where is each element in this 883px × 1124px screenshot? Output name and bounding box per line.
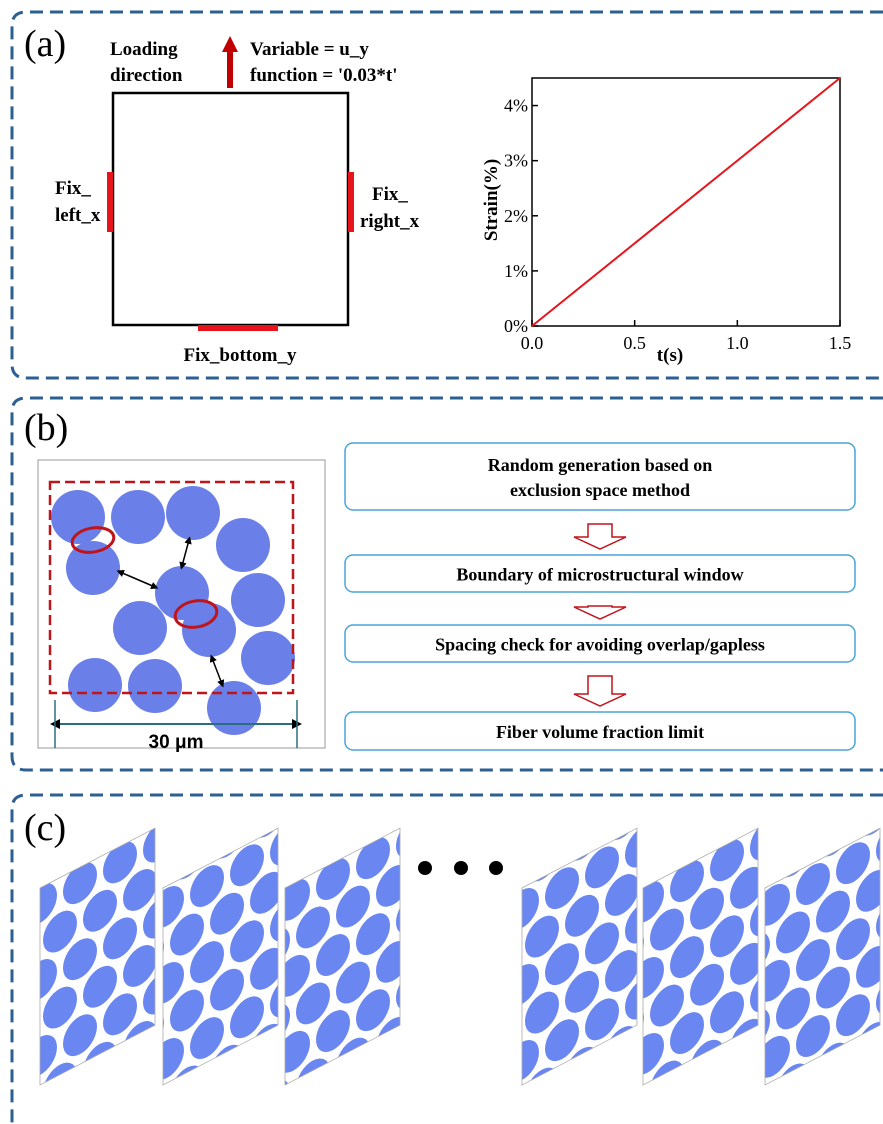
step-text: Spacing check for avoiding overlap/gaple… <box>435 635 765 655</box>
fiber <box>0 1049 17 1105</box>
flowchart: Random generation based on exclusion spac… <box>345 443 855 750</box>
figure: (a) Loading direction Variable = u_y fun… <box>0 0 883 1124</box>
flow-arrow <box>574 676 626 706</box>
fiber <box>876 815 883 871</box>
rve-fibers <box>716 766 883 1124</box>
label: Variable = u_y <box>250 39 369 60</box>
bc-right <box>348 172 354 232</box>
fiber <box>113 601 167 655</box>
fiber <box>416 989 450 1045</box>
fiber <box>730 784 764 840</box>
panel-label: (b) <box>24 407 68 449</box>
fiber <box>3 925 37 981</box>
x-tick-label: 1.0 <box>726 333 749 353</box>
y-tick-label: 0% <box>504 316 528 336</box>
x-tick-label: 1.5 <box>829 333 852 353</box>
x-tick-label: 0.5 <box>623 333 646 353</box>
flow-arrow <box>574 606 626 619</box>
fiber <box>182 603 236 657</box>
fiber <box>485 854 519 910</box>
fiber <box>150 1031 184 1087</box>
fiber <box>465 1054 499 1110</box>
rve-fibers <box>236 761 450 1124</box>
step-text: Fiber volume fraction limit <box>496 722 704 742</box>
panel-label: (c) <box>24 807 66 849</box>
step-text: Boundary of microstructural window <box>456 565 743 585</box>
fiber <box>645 770 679 826</box>
fiber <box>770 763 804 819</box>
fiber <box>110 1052 144 1108</box>
fiber <box>416 913 450 969</box>
line <box>532 78 840 326</box>
x-axis-label: t(s) <box>657 345 683 366</box>
fiber <box>270 817 304 873</box>
fiber <box>610 1074 644 1124</box>
fiber <box>750 812 784 868</box>
label: right_x <box>360 211 420 232</box>
fiber <box>485 1006 519 1062</box>
fiber <box>376 782 410 838</box>
bc-bottom <box>198 325 278 331</box>
fiber <box>0 897 17 953</box>
rve <box>716 766 883 1124</box>
fiber <box>207 681 261 735</box>
y-tick-label: 1% <box>504 261 528 281</box>
step-text: exclusion space method <box>510 480 690 500</box>
fiber <box>465 978 499 1034</box>
fiber <box>756 1029 790 1085</box>
fiber <box>3 849 37 905</box>
y-tick-label: 4% <box>504 96 528 116</box>
fiber <box>3 1077 37 1124</box>
ellipsis-dots <box>418 861 503 875</box>
y-tick-label: 3% <box>504 151 528 171</box>
rve <box>236 761 450 1124</box>
fiber <box>68 658 122 712</box>
scale-label: 30 μm <box>149 732 204 753</box>
step-text: Random generation based on <box>488 455 713 475</box>
y-tick-label: 2% <box>504 206 528 226</box>
x-tick-label: 0.0 <box>521 333 544 353</box>
y-axis-label: Strain(%) <box>481 159 502 241</box>
label: left_x <box>55 205 101 226</box>
label: Fix_ <box>55 178 91 199</box>
fiber <box>396 810 430 866</box>
label: function = '0.03*t' <box>250 65 398 86</box>
rve-samples <box>0 761 883 1124</box>
fiber <box>0 973 17 1029</box>
fiber <box>396 962 430 1018</box>
fiber <box>250 789 284 845</box>
fiber <box>163 765 197 821</box>
fibers <box>51 486 295 735</box>
fiber <box>485 1082 519 1124</box>
fiber <box>128 659 182 713</box>
flow-arrow <box>574 524 626 549</box>
fiber <box>3 1001 37 1057</box>
label: Fix_bottom_y <box>184 345 297 366</box>
bc-left <box>107 172 113 232</box>
fiber <box>130 1079 164 1124</box>
panel-label: (a) <box>24 23 66 65</box>
fiber <box>716 1050 750 1106</box>
fiber <box>241 631 295 685</box>
fiber <box>111 490 165 544</box>
label: Fix_ <box>372 184 408 205</box>
fiber <box>166 486 220 540</box>
fiber <box>216 518 270 572</box>
fiber <box>465 902 499 958</box>
fiber <box>51 490 105 544</box>
domain-square <box>113 93 348 325</box>
label: Loading <box>110 39 178 60</box>
fiber <box>231 573 285 627</box>
fiber <box>590 1047 624 1103</box>
fiber <box>625 819 659 875</box>
fiber <box>143 814 177 870</box>
load-arrow <box>222 36 238 88</box>
label: direction <box>110 65 183 86</box>
fiber <box>396 886 430 942</box>
fiber <box>236 1045 270 1101</box>
strain-chart: Strain(%) t(s) 0.0 0.5 1.0 1.5 0% 1% 2% 3% 4% <box>481 78 851 366</box>
fiber <box>485 930 519 986</box>
